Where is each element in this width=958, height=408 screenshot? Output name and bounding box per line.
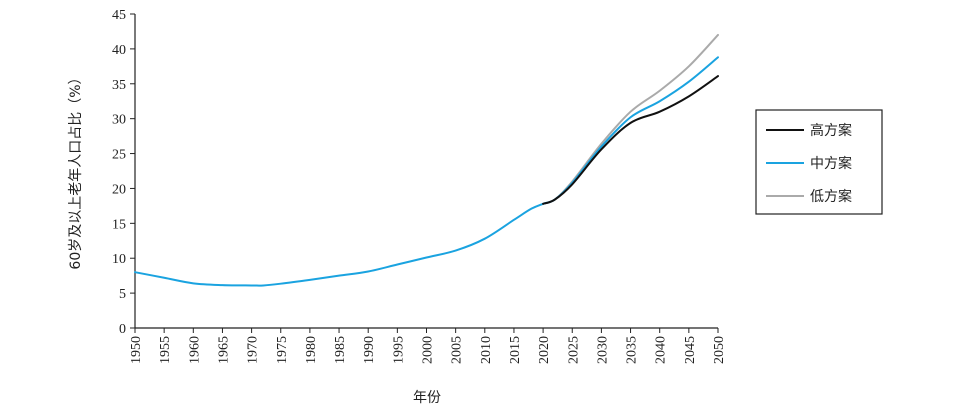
- x-tick-label: 1990: [362, 336, 377, 364]
- x-tick-label: 2030: [595, 336, 610, 364]
- x-axis-ticks: 1950 1955 1960 1965 1970 1975 1980 1985 1990 1995…: [129, 328, 727, 364]
- y-tick-label: 25: [112, 148, 126, 163]
- x-tick-label: 1955: [158, 336, 173, 364]
- legend-label: 高方案: [810, 122, 852, 139]
- x-tick-label: 2035: [625, 336, 640, 364]
- legend-item-medium: 中方案: [766, 155, 852, 172]
- x-tick-label: 2025: [566, 336, 581, 364]
- y-axis-title: 60岁及以上老年人口占比（%）: [68, 70, 84, 269]
- x-tick-label: 2050: [712, 336, 727, 364]
- y-tick-label: 30: [112, 113, 126, 128]
- legend-item-low: 低方案: [766, 188, 852, 205]
- x-tick-label: 1995: [391, 336, 406, 364]
- y-tick-label: 0: [119, 322, 126, 337]
- legend-item-high: 高方案: [766, 122, 852, 139]
- x-tick-label: 1950: [129, 336, 144, 364]
- y-tick-label: 35: [112, 78, 126, 93]
- x-tick-label: 1975: [275, 336, 290, 364]
- x-tick-label: 2020: [537, 336, 552, 364]
- series-lines: [134, 33, 719, 287]
- y-tick-label: 5: [119, 287, 126, 302]
- x-tick-label: 2040: [654, 336, 669, 364]
- legend-label: 低方案: [810, 188, 852, 205]
- x-tick-label: 1960: [187, 336, 202, 364]
- axes: [134, 14, 718, 329]
- series-line-medium: [134, 56, 719, 287]
- x-tick-label: 2005: [450, 336, 465, 364]
- series-line-high: [542, 75, 719, 205]
- y-tick-label: 40: [112, 43, 126, 58]
- y-tick-label: 45: [112, 8, 126, 23]
- y-tick-label: 10: [112, 252, 126, 267]
- x-tick-label: 1970: [246, 336, 261, 364]
- x-tick-label: 2010: [479, 336, 494, 364]
- series-line-low: [542, 33, 719, 205]
- x-axis-title: 年份: [413, 390, 441, 406]
- legend-label: 中方案: [810, 155, 852, 172]
- y-axis-ticks: 0 5 10 15 20 25 30 35 40 45: [112, 8, 135, 337]
- x-tick-label: 1965: [216, 336, 231, 364]
- x-tick-label: 2045: [683, 336, 698, 364]
- x-tick-label: 1980: [304, 336, 319, 364]
- y-tick-label: 20: [112, 182, 126, 197]
- x-tick-label: 2015: [508, 336, 523, 364]
- y-tick-label: 15: [112, 217, 126, 232]
- x-tick-label: 1985: [333, 336, 348, 364]
- x-tick-label: 2000: [421, 336, 436, 364]
